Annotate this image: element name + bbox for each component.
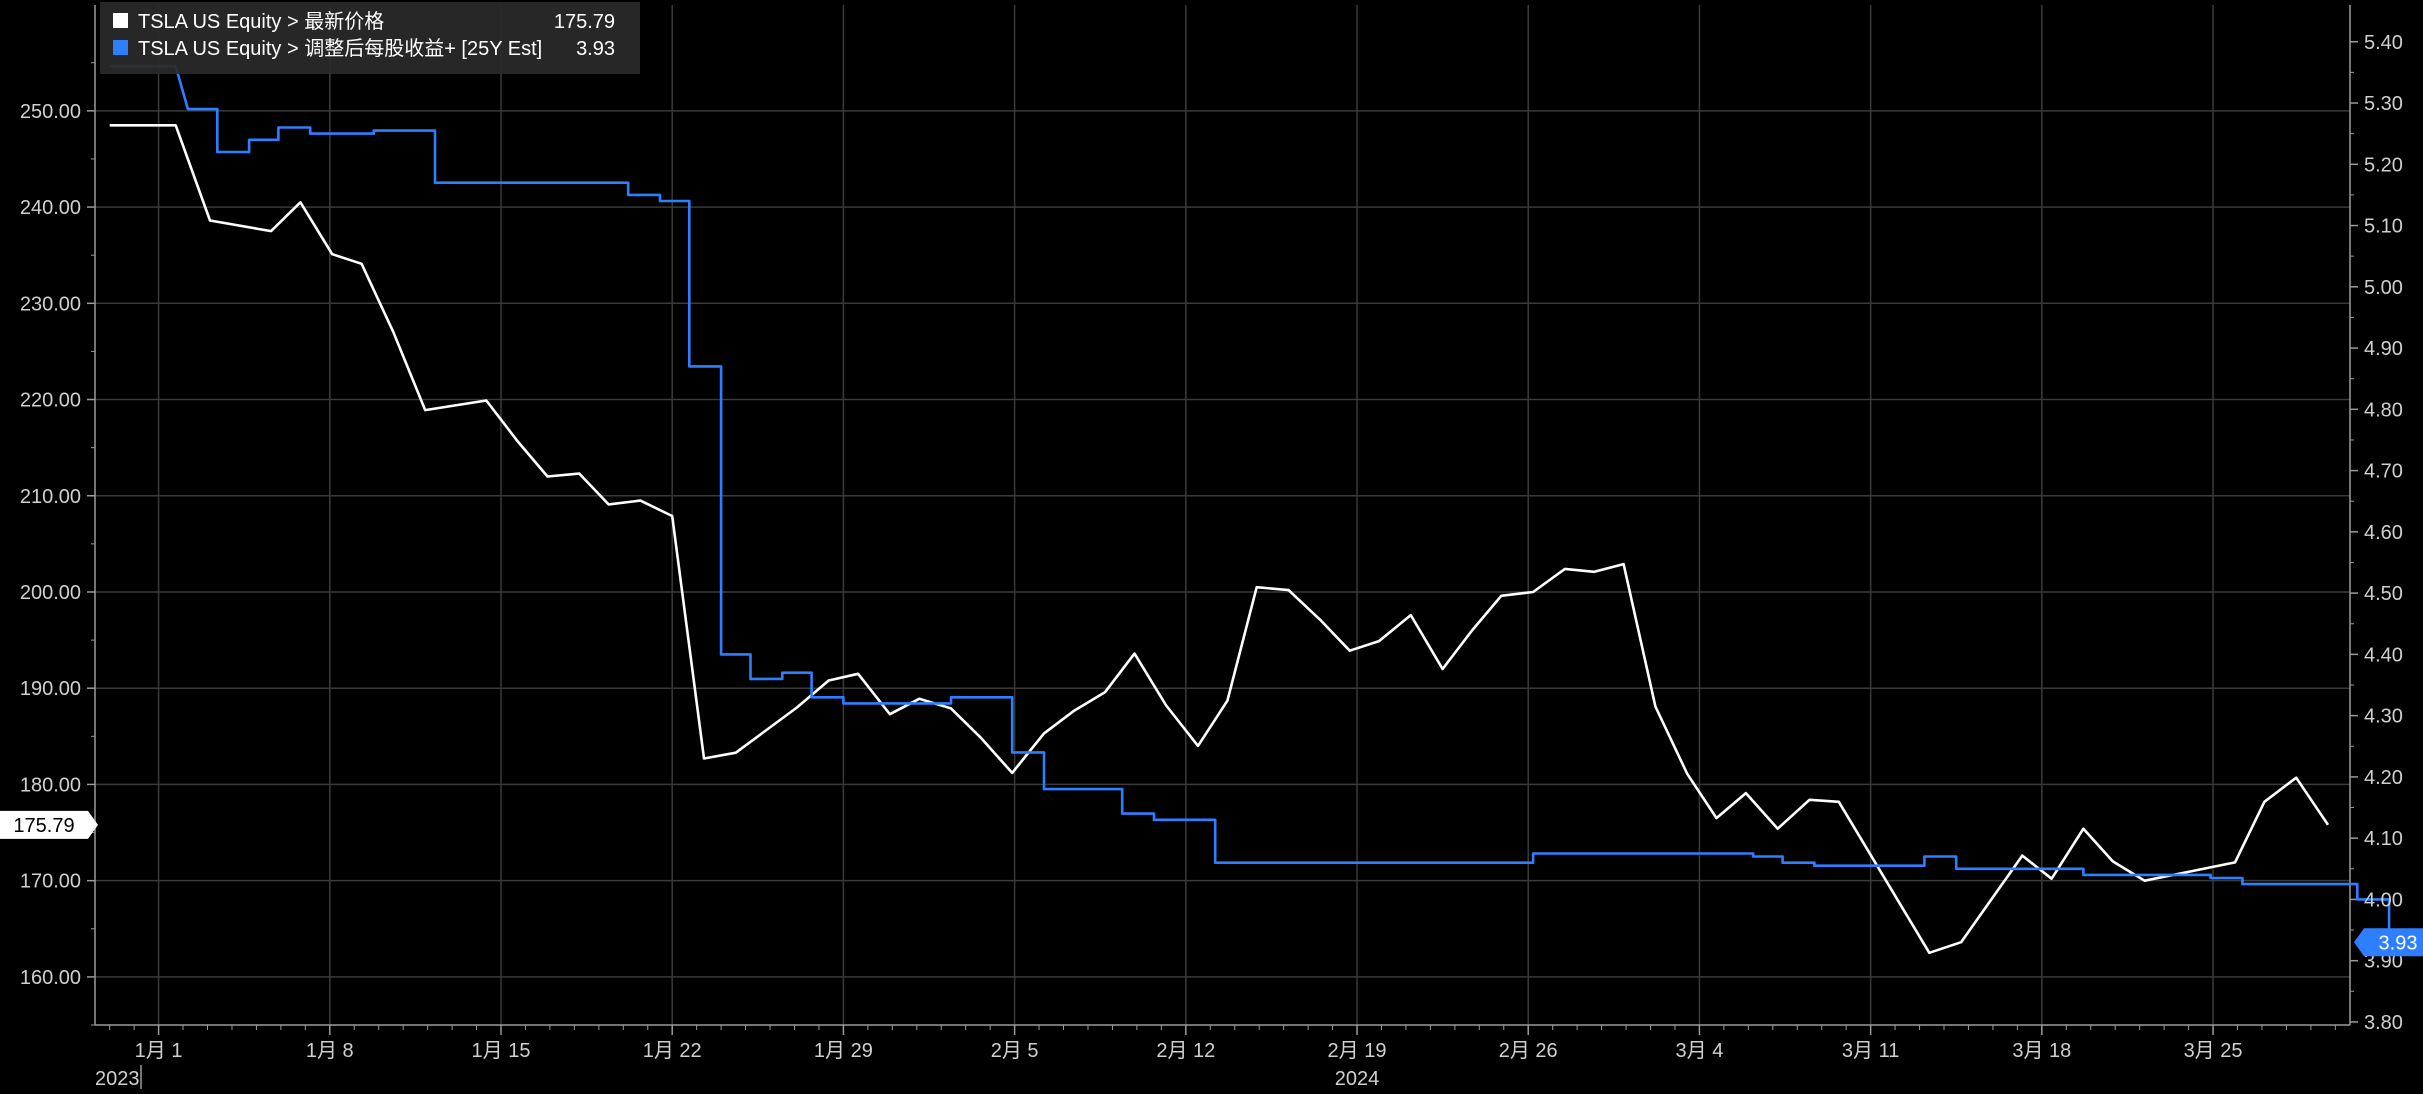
- right-tick-label: 4.40: [2364, 644, 2403, 666]
- legend-value: 175.79: [554, 11, 615, 33]
- left-tick-label: 170.00: [20, 871, 81, 893]
- left-tick-label: 190.00: [20, 678, 81, 700]
- x-tick-label: 2月 12: [1156, 1040, 1215, 1062]
- legend-background: [100, 2, 640, 74]
- legend-swatch: [113, 40, 128, 55]
- left-tick-label: 220.00: [20, 390, 81, 412]
- right-tick-label: 3.80: [2364, 1012, 2403, 1034]
- series-layer: [109, 65, 2423, 955]
- right-tick-label: 4.60: [2364, 522, 2403, 544]
- right-tick-label: 5.40: [2364, 32, 2403, 54]
- right-tick-label: 4.10: [2364, 828, 2403, 850]
- left-tick-label: 230.00: [20, 293, 81, 315]
- x-tick-label: 1月 15: [472, 1040, 531, 1062]
- right-tick-label: 5.20: [2364, 154, 2403, 176]
- right-tick-label: 4.20: [2364, 767, 2403, 789]
- right-tick-label: 4.00: [2364, 889, 2403, 911]
- x-tick-label: 1月 1: [135, 1040, 183, 1062]
- left-tick-label: 200.00: [20, 582, 81, 604]
- right-tick-label: 4.90: [2364, 338, 2403, 360]
- x-tick-label: 1月 8: [306, 1040, 354, 1062]
- last-value-right: 3.93: [2379, 932, 2418, 954]
- labels: 160.00 170.00 180.00 190.00 200.00 210.00 220.…: [0, 32, 2423, 1090]
- left-tick-label: 160.00: [20, 967, 81, 989]
- left-tick-label: 240.00: [20, 197, 81, 219]
- x-tick-label: 2月 19: [1328, 1040, 1387, 1062]
- x-tick-label: 3月 11: [1842, 1040, 1899, 1062]
- year-label: 2024: [1335, 1068, 1380, 1090]
- left-tick-label: 250.00: [20, 101, 81, 123]
- last-value-left: 175.79: [13, 815, 74, 837]
- axes: [87, 5, 2358, 1089]
- x-tick-label: 2月 26: [1499, 1040, 1558, 1062]
- x-tick-label: 3月 18: [2012, 1040, 2071, 1062]
- right-tick-label: 4.80: [2364, 399, 2403, 421]
- legend: TSLA US Equity > 最新价格 175.79 TSLA US Equit…: [100, 2, 640, 74]
- year-label: 2023: [95, 1068, 140, 1090]
- legend-label: TSLA US Equity > 调整后每股收益+ [25Y Est]: [138, 37, 542, 60]
- last-value-tag-right: [2354, 928, 2423, 957]
- x-tick-label: 2月 5: [991, 1040, 1039, 1062]
- right-tick-label: 5.30: [2364, 93, 2403, 115]
- series-line-1: [109, 124, 2330, 955]
- legend-swatch: [113, 13, 128, 28]
- x-tick-label: 3月 25: [2184, 1040, 2243, 1062]
- legend-value: 3.93: [576, 38, 615, 60]
- x-tick-label: 3月 4: [1676, 1040, 1724, 1062]
- left-tick-label: 210.00: [20, 486, 81, 508]
- right-tick-label: 4.70: [2364, 461, 2403, 483]
- last-value-tag-left: [0, 810, 98, 839]
- legend-label: TSLA US Equity > 最新价格: [138, 10, 384, 33]
- series-line-2: [109, 65, 2423, 943]
- right-tick-label: 4.30: [2364, 706, 2403, 728]
- right-tick-label: 4.50: [2364, 583, 2403, 605]
- left-tick-label: 180.00: [20, 774, 81, 796]
- x-tick-label: 1月 29: [814, 1040, 873, 1062]
- x-tick-label: 1月 22: [643, 1040, 702, 1062]
- right-tick-label: 5.10: [2364, 216, 2403, 238]
- right-tick-label: 5.00: [2364, 277, 2403, 299]
